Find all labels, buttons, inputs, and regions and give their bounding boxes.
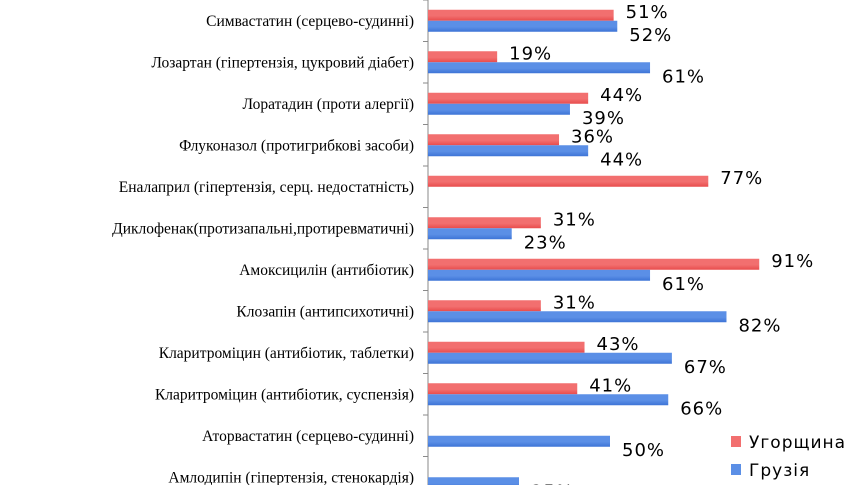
data-label: 44% xyxy=(600,149,643,170)
data-label: 43% xyxy=(597,334,640,355)
data-label: 91% xyxy=(771,251,814,272)
legend-label-georgia: Грузія xyxy=(749,461,810,481)
category-label: Лоратадин (проти алергії) xyxy=(242,96,414,113)
data-label: 19% xyxy=(509,43,552,64)
bar-georgia xyxy=(428,269,651,281)
data-label: 44% xyxy=(600,85,643,106)
bar-hungary xyxy=(428,51,498,63)
bar-georgia xyxy=(428,103,570,115)
data-label: 23% xyxy=(524,232,567,253)
data-label: 41% xyxy=(589,375,632,396)
bar-georgia xyxy=(428,145,589,157)
bar-hungary xyxy=(428,341,585,353)
bar-hungary xyxy=(428,134,560,146)
category-label: Диклофенак(протизапальні,протиревматичні… xyxy=(112,220,414,237)
bar-georgia xyxy=(428,477,519,485)
data-label: 66% xyxy=(680,398,723,419)
bar-georgia xyxy=(428,228,512,240)
data-label: 77% xyxy=(720,168,763,189)
bar-georgia xyxy=(428,352,672,364)
data-label: 51% xyxy=(626,2,669,23)
data-label: 25% xyxy=(531,481,574,485)
bar-georgia xyxy=(428,62,651,74)
bar-hungary xyxy=(428,92,589,104)
data-label: 82% xyxy=(738,315,781,336)
value-labels: 51%52%19%61%44%39%36%44%77%31%23%91%61%3… xyxy=(509,2,814,485)
data-label: 61% xyxy=(662,274,705,295)
data-label: 36% xyxy=(571,126,614,147)
bar-hungary xyxy=(428,9,614,21)
category-label: Кларитроміцин (антибіотик, таблетки) xyxy=(159,345,414,362)
data-label: 31% xyxy=(553,292,596,313)
category-label: Аторвастатин (серцево-судинні) xyxy=(202,428,414,445)
chart-bars xyxy=(428,9,760,485)
category-labels: Симвастатин (серцево-судинні) Лозартан (г… xyxy=(112,13,414,485)
data-label: 52% xyxy=(629,25,672,46)
data-label: 67% xyxy=(684,357,727,378)
data-label: 50% xyxy=(622,440,665,461)
bar-hungary xyxy=(428,300,541,312)
category-label: Амлодипін (гіпертензія, стенокардія) xyxy=(168,469,414,485)
bar-georgia xyxy=(428,20,618,32)
legend-label-hungary: Угорщина xyxy=(749,433,846,453)
category-label: Клозапін (антипсихотичні) xyxy=(236,303,414,320)
bar-georgia xyxy=(428,394,669,406)
bar-hungary xyxy=(428,217,541,229)
bar-hungary xyxy=(428,175,709,187)
bar-hungary xyxy=(428,383,578,395)
bar-georgia xyxy=(428,311,727,323)
bar-hungary xyxy=(428,258,760,270)
chart-axes xyxy=(423,0,429,485)
data-label: 61% xyxy=(662,66,705,87)
legend: Угорщина Грузія xyxy=(731,433,846,481)
category-label: Кларитроміцин (антибіотик, суспензія) xyxy=(155,386,414,403)
legend-swatch-georgia xyxy=(731,464,741,475)
category-label: Еналаприл (гіпертензія, серц. недостатні… xyxy=(119,179,414,196)
category-label: Лозартан (гіпертензія, цукровий діабет) xyxy=(151,54,414,71)
legend-swatch-hungary xyxy=(731,436,741,447)
data-label: 31% xyxy=(553,209,596,230)
category-label: Симвастатин (серцево-судинні) xyxy=(206,13,414,30)
category-label: Флуконазол (протигрибкові засоби) xyxy=(179,137,414,154)
bar-georgia xyxy=(428,435,610,447)
data-label: 39% xyxy=(582,108,625,129)
category-label: Амоксицилін (антибіотик) xyxy=(239,262,414,279)
